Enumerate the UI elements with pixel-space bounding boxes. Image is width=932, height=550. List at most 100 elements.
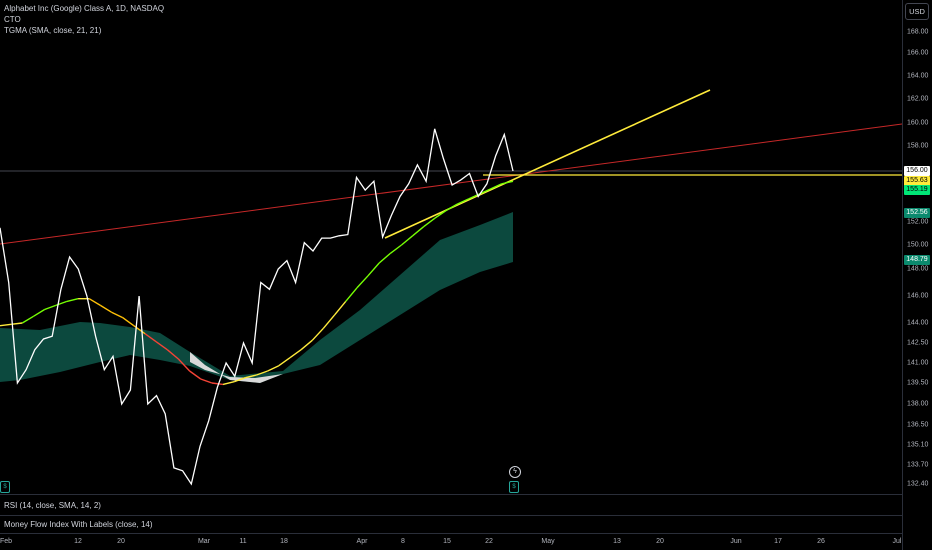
tgma-segment	[445, 203, 458, 212]
tgma-segment	[434, 209, 447, 219]
price-tick: 138.00	[907, 400, 929, 408]
currency-button[interactable]: USD	[905, 3, 929, 20]
time-tick: Mar	[197, 538, 211, 545]
price-tick: 132.40	[907, 480, 929, 488]
time-axis-border	[0, 533, 902, 534]
tgma-segment	[412, 226, 425, 237]
tgma-segment	[155, 341, 168, 351]
tgma-segment	[378, 252, 391, 264]
price-badge: 155.19	[904, 185, 930, 195]
tgma-segment	[144, 333, 157, 343]
tgma-segment	[233, 377, 246, 383]
pane-separator[interactable]	[0, 494, 902, 495]
price-tick: 150.00	[907, 241, 929, 249]
tgma-segment	[456, 198, 469, 205]
rsi-pane-label[interactable]: RSI (14, close, SMA, 14, 2)	[4, 501, 101, 510]
tgma-segment	[189, 370, 202, 380]
tgma-segment	[401, 235, 414, 246]
price-tick: 166.00	[907, 49, 929, 57]
flash-icon[interactable]: ϟ	[509, 466, 521, 478]
tgma-segment	[66, 298, 79, 303]
time-tick: May	[541, 538, 555, 545]
price-tick: 139.50	[907, 379, 929, 387]
time-tick: 20	[656, 538, 664, 545]
cloud-twist-patch	[190, 352, 283, 383]
time-tick: Feb	[0, 538, 13, 545]
tgma-segment	[256, 370, 268, 376]
tgma-segment	[11, 322, 23, 325]
tgma-segment	[166, 349, 179, 360]
tgma-segment	[245, 374, 257, 379]
price-badge: 155.63	[904, 176, 930, 186]
tgma-segment	[322, 314, 336, 329]
price-tick: 135.10	[907, 441, 929, 449]
tgma-segment	[367, 262, 380, 277]
yellow-trendline[interactable]	[384, 89, 711, 239]
price-badge: 148.79	[904, 255, 930, 265]
pane-separator[interactable]	[0, 515, 902, 516]
tgma-segment	[222, 381, 235, 386]
tgma-segment	[278, 357, 291, 367]
tgma-segment	[389, 244, 402, 254]
price-tick: 146.00	[907, 292, 929, 300]
tgma-segment	[21, 315, 34, 324]
price-tick: 141.00	[907, 359, 929, 367]
tgma-segment	[44, 304, 57, 311]
close-price-line	[0, 128, 514, 486]
price-axis-border	[902, 0, 903, 550]
event-icon-left[interactable]: $	[0, 481, 10, 493]
tgma-segment	[311, 327, 324, 341]
time-tick: 20	[117, 538, 125, 545]
tgma-segment	[356, 275, 369, 289]
price-tick: 152.00	[907, 218, 929, 226]
price-badge: 152.56	[904, 208, 930, 218]
price-tick: 142.50	[907, 339, 929, 347]
time-tick: 12	[74, 538, 82, 545]
symbol-legend[interactable]: Alphabet Inc (Google) Class A, 1D, NASDA…	[4, 4, 165, 13]
time-tick: 17	[774, 538, 782, 545]
price-tick: 144.00	[907, 319, 929, 327]
tgma-segment	[267, 365, 280, 372]
tgma-segment	[0, 323, 12, 327]
tgma-segment	[345, 287, 358, 302]
time-tick: 11	[239, 538, 247, 545]
cto-legend[interactable]: CTO	[4, 15, 21, 24]
time-tick: 15	[443, 538, 451, 545]
tgma-segment	[33, 308, 45, 317]
time-tick: Jul	[892, 538, 902, 545]
price-tick: 168.00	[907, 28, 929, 36]
time-tick: 18	[280, 538, 288, 545]
price-tick: 162.00	[907, 95, 929, 103]
time-tick: 8	[401, 538, 405, 545]
tgma-segment	[200, 378, 213, 384]
tgma-segment	[334, 300, 347, 316]
tgma-segment	[289, 349, 302, 359]
price-badge: 156.00	[904, 166, 930, 176]
tgma-segment	[423, 217, 436, 228]
event-icon-earnings[interactable]: $	[509, 481, 519, 493]
time-tick: Apr	[356, 538, 368, 545]
time-tick: 22	[485, 538, 493, 545]
price-tick: 148.00	[907, 265, 929, 273]
tgma-cloud	[0, 212, 513, 383]
mfi-pane-label[interactable]: Money Flow Index With Labels (close, 14)	[4, 520, 153, 529]
tgma-segment	[88, 298, 101, 307]
price-tick: 133.70	[907, 461, 929, 469]
tgma-segment	[100, 304, 112, 313]
time-tick: 26	[817, 538, 825, 545]
tgma-line	[0, 180, 514, 386]
price-tick: 164.00	[907, 72, 929, 80]
price-chart[interactable]	[0, 0, 902, 550]
tgma-legend[interactable]: TGMA (SMA, close, 21, 21)	[4, 26, 102, 35]
tgma-segment	[177, 358, 191, 372]
time-tick: Jun	[730, 538, 742, 545]
tgma-segment	[122, 317, 135, 327]
tgma-segment	[479, 188, 491, 195]
price-tick: 136.50	[907, 421, 929, 429]
tgma-segment	[111, 311, 124, 319]
tgma-segment	[490, 183, 503, 190]
tgma-segment	[300, 339, 313, 351]
price-tick: 158.00	[907, 142, 929, 150]
tgma-segment	[211, 382, 224, 386]
red-trendline[interactable]	[0, 123, 902, 245]
